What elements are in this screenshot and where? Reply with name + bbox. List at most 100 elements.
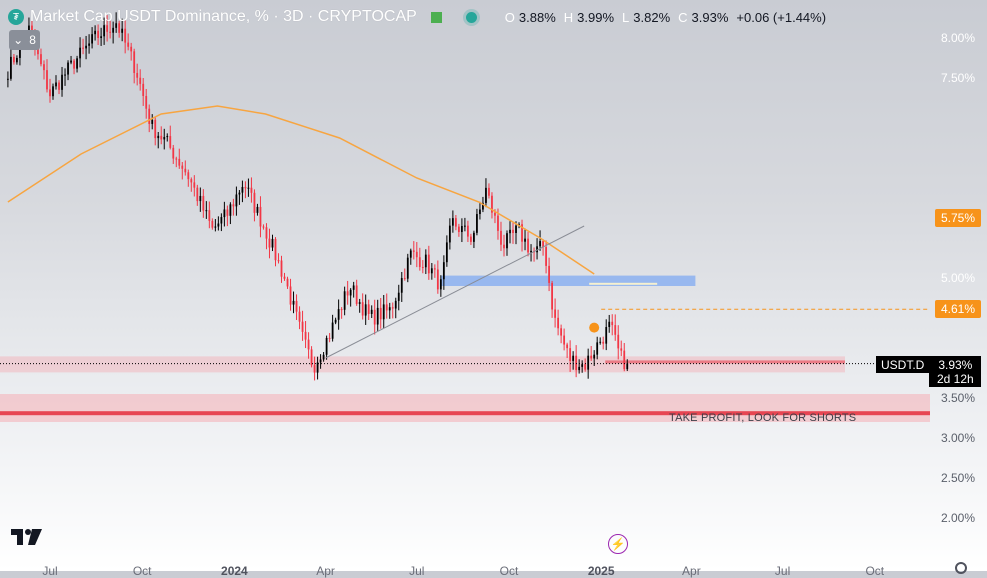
tradingview-logo[interactable] — [11, 529, 43, 545]
candle — [58, 82, 60, 90]
candle — [560, 328, 563, 336]
take-profit-line[interactable] — [0, 411, 930, 416]
candle — [250, 187, 253, 193]
candle — [208, 210, 211, 221]
candle — [301, 321, 304, 332]
candle — [364, 304, 367, 316]
candle — [205, 210, 208, 212]
candle — [73, 60, 75, 69]
candle — [274, 238, 277, 261]
candle — [118, 23, 121, 33]
candle — [388, 307, 391, 311]
candle — [515, 225, 517, 234]
candle — [506, 233, 508, 249]
candle — [283, 276, 286, 279]
candle — [259, 206, 262, 227]
candle — [223, 209, 226, 218]
candle — [235, 194, 238, 207]
zone-box-1[interactable] — [0, 394, 930, 422]
candle — [569, 348, 572, 361]
candle — [626, 363, 629, 370]
indicator-count: 8 — [29, 33, 36, 47]
time-axis-label: Jul — [409, 564, 425, 578]
candle — [424, 254, 427, 268]
alert-marker-icon[interactable] — [589, 322, 600, 333]
price-tag: 4.61% — [934, 300, 981, 319]
candle — [184, 168, 187, 173]
candle — [91, 34, 93, 44]
candle — [394, 300, 397, 309]
symbol-title[interactable]: Market Cap USDT Dominance, % · 3D · CRYP… — [30, 8, 417, 25]
candle — [289, 286, 292, 305]
candle — [488, 187, 490, 196]
candle — [349, 289, 352, 296]
candle — [548, 265, 550, 283]
candle — [509, 229, 511, 234]
candle — [220, 217, 223, 224]
candle — [479, 209, 481, 215]
candle — [148, 108, 151, 124]
candle — [52, 86, 54, 97]
ohlc-high-value: 3.99% — [577, 9, 615, 25]
candle — [271, 238, 274, 248]
candle — [298, 311, 301, 322]
candle — [512, 229, 514, 234]
candle — [397, 292, 400, 301]
candle — [427, 254, 430, 274]
zone-box-2[interactable] — [440, 275, 696, 286]
candle — [277, 260, 280, 262]
candle — [340, 309, 343, 311]
ohlc-open-key: O — [504, 9, 515, 25]
candle — [500, 230, 502, 245]
candle — [358, 302, 361, 304]
candle — [473, 232, 475, 242]
candle — [316, 362, 319, 373]
candle — [590, 355, 593, 359]
candle — [190, 179, 193, 183]
time-axis-label: Oct — [132, 564, 152, 578]
candle — [476, 214, 478, 233]
candle — [584, 364, 587, 370]
market-status-icon — [430, 11, 442, 23]
candle — [418, 257, 421, 268]
candle — [319, 359, 322, 363]
candle — [587, 355, 590, 370]
candle — [82, 47, 84, 49]
candle — [160, 135, 163, 140]
candle — [581, 364, 584, 367]
candle — [322, 354, 325, 360]
candle — [61, 74, 63, 90]
current-price-tag: 3.93% 2d 12h — [929, 356, 982, 387]
support-line[interactable] — [605, 360, 845, 364]
candle — [175, 158, 178, 160]
candle — [491, 195, 493, 213]
trend-line[interactable] — [325, 225, 585, 359]
gear-icon[interactable] — [955, 562, 967, 574]
data-status-icon — [465, 11, 477, 23]
candle — [494, 212, 496, 216]
zone-box-0[interactable] — [0, 356, 845, 373]
candle — [262, 226, 265, 228]
candle — [382, 304, 385, 320]
candle — [40, 54, 42, 65]
ohlc-high-key: H — [563, 9, 574, 25]
candle — [64, 74, 66, 76]
candle — [97, 30, 100, 38]
candle — [265, 227, 268, 239]
candle — [485, 187, 487, 203]
current-price: 3.93% — [938, 357, 973, 372]
candle — [457, 226, 460, 233]
current-price-label: USDT.D 3.93% 2d 12h — [876, 356, 982, 387]
candle — [373, 309, 376, 325]
candle — [187, 172, 190, 180]
flash-icon[interactable]: ⚡ — [608, 534, 628, 554]
chevron-down-icon: ⌄ — [13, 33, 24, 47]
candle — [521, 224, 523, 242]
indicators-collapse-button[interactable]: ⌄ 8 — [9, 30, 40, 50]
candle — [121, 28, 124, 33]
moving-average-line[interactable] — [7, 105, 595, 275]
candle — [313, 365, 316, 373]
candle — [115, 23, 118, 28]
candle — [169, 136, 172, 148]
